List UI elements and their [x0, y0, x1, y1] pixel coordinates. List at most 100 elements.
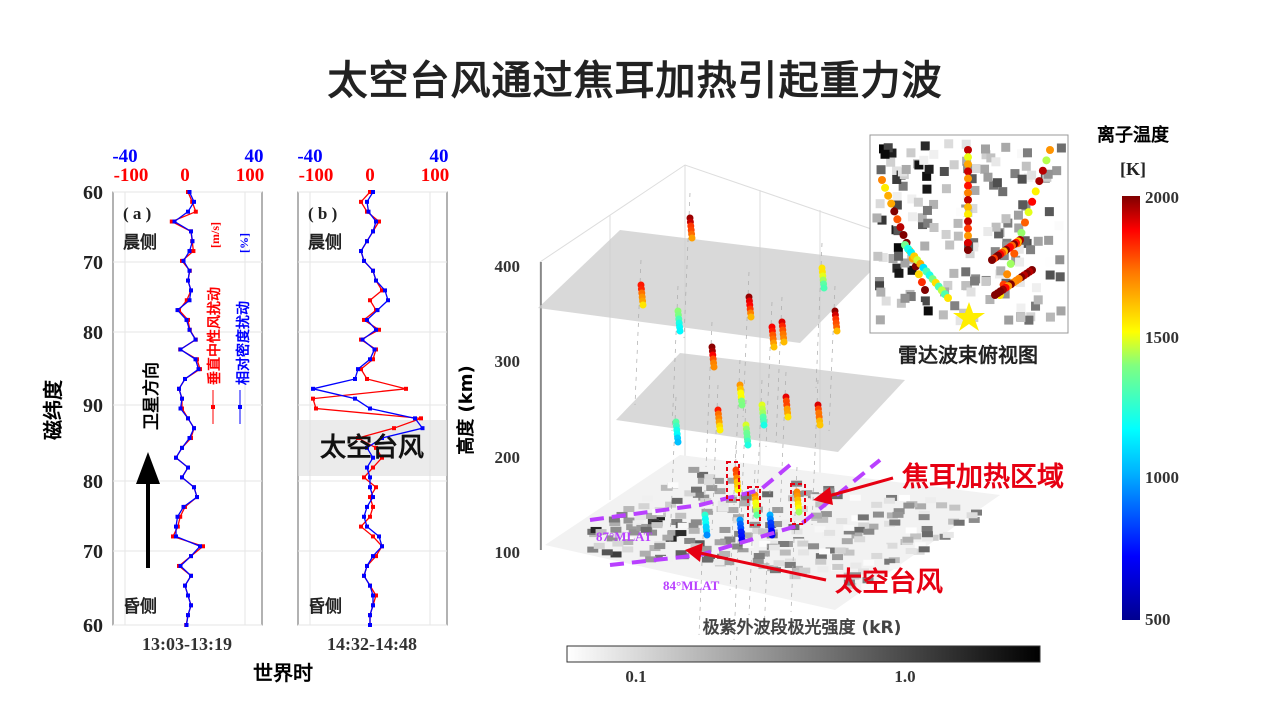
svg-text:300: 300 — [495, 352, 521, 371]
inset-beam-point — [896, 223, 905, 232]
inset-aurora-pixel — [950, 301, 960, 311]
inset-aurora-pixel — [949, 160, 959, 170]
density-point — [368, 485, 372, 490]
wind-point — [374, 554, 378, 559]
inset-beam-point — [964, 203, 972, 212]
aurora-pixel — [927, 534, 939, 541]
aurora-pixel — [610, 551, 622, 558]
aurora-pixel — [797, 540, 809, 547]
aurora-pixel — [915, 503, 927, 510]
aurora-pixel — [789, 573, 801, 580]
wind-point — [374, 445, 378, 450]
svg-text:1500: 1500 — [1145, 328, 1179, 347]
aurora-pixel — [876, 544, 888, 551]
aurora-pixel — [792, 514, 804, 521]
density-point — [189, 603, 193, 608]
inset-aurora-pixel — [941, 229, 951, 239]
density-point — [383, 288, 387, 293]
inset-beam-point — [964, 188, 972, 197]
aurora-pixel — [910, 533, 922, 540]
inset-aurora-pixel — [913, 302, 923, 312]
aurora-pixel — [684, 490, 696, 497]
inset-aurora-pixel — [892, 192, 902, 202]
density-point — [186, 613, 190, 618]
aurora-pixel — [641, 495, 653, 502]
density-point — [386, 298, 390, 303]
inset-aurora-pixel — [878, 253, 888, 263]
density-point — [365, 199, 369, 204]
density-point — [365, 524, 369, 529]
space-typhoon-label: 太空台风 — [835, 566, 943, 598]
density-point — [174, 524, 178, 529]
aurora-pixel — [593, 542, 605, 549]
wind-point — [374, 485, 378, 490]
ion-temperature-point — [820, 284, 828, 292]
density-point — [180, 475, 184, 480]
inset-aurora-pixel — [892, 200, 902, 210]
aurora-pixel — [767, 540, 779, 547]
wind-point — [171, 534, 175, 539]
density-point — [189, 288, 193, 293]
inset-aurora-pixel — [980, 144, 990, 154]
inset-aurora-pixel — [990, 247, 1000, 257]
aurora-pixel — [654, 543, 666, 550]
top-tick-label: 100 — [421, 165, 450, 186]
space-typhoon-highlight-label: 太空台风 — [320, 432, 424, 463]
inset-aurora-pixel — [955, 316, 965, 326]
top-tick-label: -40 — [112, 146, 137, 167]
inset-aurora-pixel — [996, 266, 1006, 276]
aurora-pixel — [857, 568, 869, 575]
inset-beam-point — [964, 196, 972, 204]
inset-aurora-pixel — [892, 166, 902, 176]
inset-aurora-pixel — [1014, 223, 1024, 233]
aurora-pixel — [832, 563, 844, 570]
inset-aurora-pixel — [986, 153, 996, 163]
density-point — [178, 406, 183, 411]
density-point — [372, 347, 377, 352]
density-point — [356, 367, 360, 372]
svg-text:0.1: 0.1 — [625, 667, 646, 686]
inset-aurora-pixel — [907, 265, 917, 275]
inset-aurora-pixel — [1044, 235, 1054, 245]
top-tick-label: 100 — [236, 165, 265, 186]
aurora-pixel — [692, 491, 704, 498]
inset-aurora-pixel — [998, 187, 1008, 197]
inset-aurora-pixel — [966, 287, 976, 297]
inset-beam-point — [1038, 166, 1047, 175]
inset-aurora-pixel — [876, 165, 886, 175]
aurora-pixel — [892, 511, 904, 518]
aurora-pixel — [606, 535, 618, 542]
svg-text:极紫外波段极光强度 (kR): 极紫外波段极光强度 (kR) — [703, 617, 902, 638]
density-point — [196, 367, 201, 372]
density-point — [189, 573, 193, 578]
ion-temperature-point — [716, 426, 724, 434]
density-point — [353, 376, 357, 381]
arrow-head-icon — [136, 452, 160, 484]
density-point — [371, 495, 375, 500]
aurora-pixel — [791, 480, 803, 487]
aurora-pixel — [675, 512, 687, 519]
inset-aurora-pixel — [893, 243, 903, 253]
density-point — [192, 426, 196, 431]
y-tick-label: 70 — [83, 541, 103, 563]
inset-aurora-pixel — [961, 281, 971, 291]
aurora-pixel — [814, 526, 826, 533]
radar-beam-line — [711, 384, 719, 531]
inset-aurora-pixel — [1043, 169, 1053, 179]
aurora-pixel — [858, 522, 870, 529]
inset-beam-point — [1028, 197, 1037, 206]
aurora-pixel — [645, 556, 657, 563]
inset-aurora-pixel — [938, 310, 948, 320]
inset-beam-point — [1042, 156, 1051, 165]
radar-beam-line — [671, 285, 679, 432]
inset-beam-point — [887, 199, 896, 208]
top-tick-label: -100 — [114, 165, 149, 186]
density-point — [180, 396, 184, 401]
inset-aurora-pixel — [953, 218, 963, 228]
density-point — [374, 327, 378, 332]
y-tick-label: 70 — [83, 252, 103, 274]
density-point — [371, 593, 375, 598]
inset-beam-point — [1031, 187, 1040, 196]
inset-aurora-pixel — [981, 150, 991, 160]
aurora-pixel — [626, 524, 638, 531]
